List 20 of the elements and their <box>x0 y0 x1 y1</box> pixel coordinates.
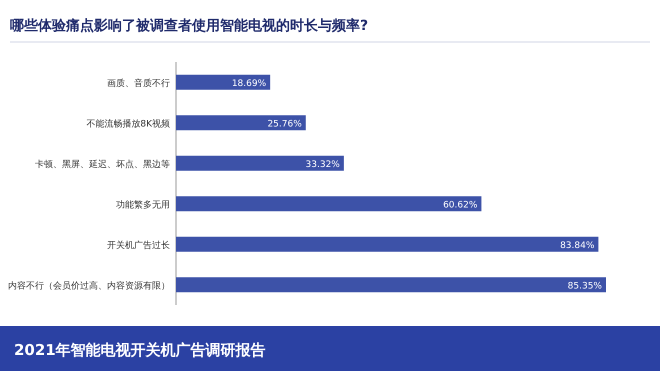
data-label: 83.84% <box>560 240 595 251</box>
data-label: 18.69% <box>232 78 267 89</box>
y-tick-label: 开关机广告过长 <box>107 240 170 251</box>
data-label: 85.35% <box>568 281 602 292</box>
bar <box>176 74 270 90</box>
bar <box>176 236 598 252</box>
y-tick-label: 不能流畅播放8K视频 <box>86 118 170 130</box>
y-tick-label: 卡顿、黑屏、延迟、坏点、黑边等 <box>35 158 170 170</box>
bar <box>176 277 606 292</box>
data-label: 33.32% <box>306 160 340 170</box>
chart-title: 哪些体验痛点影响了被调查者使用智能电视的时长与频率? <box>10 17 368 34</box>
data-label: 25.76% <box>267 119 302 130</box>
y-tick-label: 画质、音质不行 <box>107 78 170 89</box>
bar <box>176 156 344 171</box>
y-tick-label: 功能繁多无用 <box>116 199 170 210</box>
y-tick-label: 内容不行（会员价过高、内容资源有限） <box>8 280 170 292</box>
bar <box>176 196 482 212</box>
bar <box>176 115 306 130</box>
data-label: 60.62% <box>443 200 478 210</box>
text: 2021年智能电视开关机广告调研报告 <box>14 341 266 359</box>
